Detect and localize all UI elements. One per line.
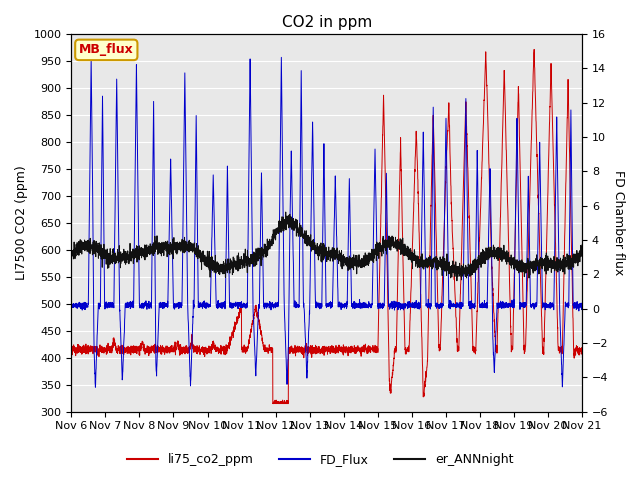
FD_Flux [579,301,586,307]
li75_co2_ppm [579,348,586,354]
er_ANNnight [282,209,289,215]
Text: MB_flux: MB_flux [79,43,134,56]
FD_Flux [578,303,586,309]
er_ANNnight [210,264,218,270]
FD_Flux [376,301,384,307]
Title: CO2 in ppm: CO2 in ppm [282,15,372,30]
er_ANNnight [177,240,184,246]
Line: li75_co2_ppm: li75_co2_ppm [71,49,582,404]
FD_Flux [530,300,538,306]
li75_co2_ppm [531,47,538,52]
er_ANNnight [453,278,461,284]
er_ANNnight [376,248,384,253]
er_ANNnight [530,266,538,272]
Y-axis label: FD Chamber flux: FD Chamber flux [612,170,625,276]
FD_Flux [278,54,285,60]
er_ANNnight [67,249,75,254]
li75_co2_ppm [177,346,184,352]
FD_Flux [67,302,75,308]
li75_co2_ppm [578,345,586,350]
li75_co2_ppm [210,346,218,351]
li75_co2_ppm [530,53,538,59]
FD_Flux [92,384,99,390]
li75_co2_ppm [67,349,75,355]
Line: FD_Flux: FD_Flux [71,57,582,387]
er_ANNnight [578,252,586,257]
li75_co2_ppm [376,239,384,245]
er_ANNnight [385,240,393,246]
Y-axis label: LI7500 CO2 (ppm): LI7500 CO2 (ppm) [15,166,28,280]
li75_co2_ppm [269,401,276,407]
li75_co2_ppm [385,374,393,380]
FD_Flux [177,300,185,305]
er_ANNnight [579,242,586,248]
Line: er_ANNnight: er_ANNnight [71,212,582,281]
Legend: li75_co2_ppm, FD_Flux, er_ANNnight: li75_co2_ppm, FD_Flux, er_ANNnight [122,448,518,471]
FD_Flux [385,303,393,309]
FD_Flux [210,211,218,216]
